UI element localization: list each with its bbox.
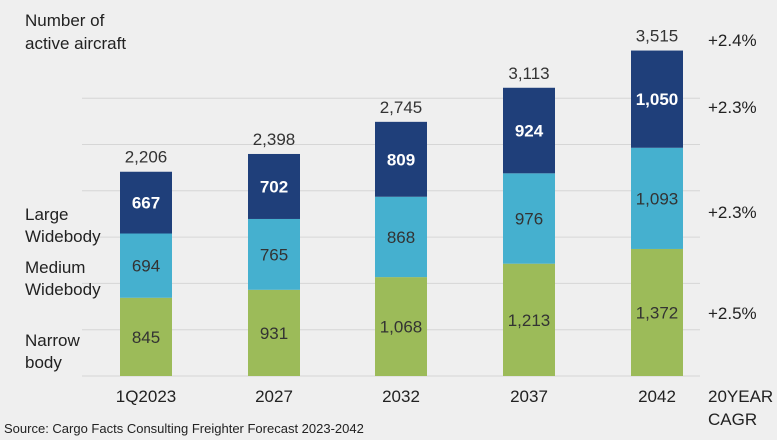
data-label-large: 809 [387,150,415,169]
bar-medium [120,233,172,298]
data-label-large: 1,050 [636,90,679,109]
bar-large [120,171,172,234]
cagr-header-line2: CAGR [708,410,758,429]
bar-large [248,153,300,219]
data-label-medium: 976 [515,210,543,229]
bar-medium [631,147,683,249]
bar-large [631,50,683,148]
data-label-narrow: 1,068 [380,318,423,337]
total-label: 3,515 [636,27,679,46]
source-note: Source: Cargo Facts Consulting Freighter… [4,421,364,436]
data-label-large: 924 [515,122,544,141]
legend-label-narrow-line2: body [25,353,62,372]
bar-narrow [375,277,427,376]
bar-medium [503,173,555,264]
y-axis-label-line2: active aircraft [25,34,127,53]
total-label: 3,113 [508,64,549,83]
bar-large [375,121,427,197]
cagr-narrow: +2.5% [708,304,757,323]
data-label-medium: 1,093 [636,189,679,208]
cagr-total: +2.4% [708,31,757,50]
data-label-narrow: 845 [132,328,160,347]
bar-narrow [503,263,555,376]
total-label: 2,206 [125,148,168,167]
data-label-large: 667 [132,194,160,213]
legend-label-large-line2: Widebody [25,227,101,246]
data-label-medium: 765 [260,245,288,264]
total-label: 2,745 [380,98,423,117]
data-label-medium: 868 [387,228,415,247]
x-tick-label: 2037 [510,387,548,406]
legend-label-medium-line2: Widebody [25,280,101,299]
bar-medium [375,196,427,278]
legend-label-narrow-line1: Narrow [25,331,80,350]
cagr-header-line1: 20YEAR [708,387,774,406]
bar-narrow [120,297,172,376]
data-label-narrow: 931 [260,324,288,343]
bar-narrow [631,248,683,376]
y-axis-label-line1: Number of [25,11,105,30]
x-tick-label: 2027 [255,387,293,406]
data-label-large: 702 [260,177,288,196]
data-label-narrow: 1,213 [508,311,551,330]
x-tick-label: 2042 [638,387,676,406]
bar-large [503,87,555,174]
data-label-medium: 694 [132,257,160,276]
legend-label-medium-line1: Medium [25,258,86,277]
data-label-narrow: 1,372 [636,303,679,322]
x-tick-label: 2032 [382,387,420,406]
cagr-large: +2.3% [708,98,757,117]
bar-medium [248,218,300,290]
legend-label-large-line1: Large [25,205,69,224]
bar-narrow [248,289,300,376]
cagr-medium: +2.3% [708,203,757,222]
x-tick-label: 1Q2023 [116,387,177,406]
total-label: 2,398 [253,130,296,149]
